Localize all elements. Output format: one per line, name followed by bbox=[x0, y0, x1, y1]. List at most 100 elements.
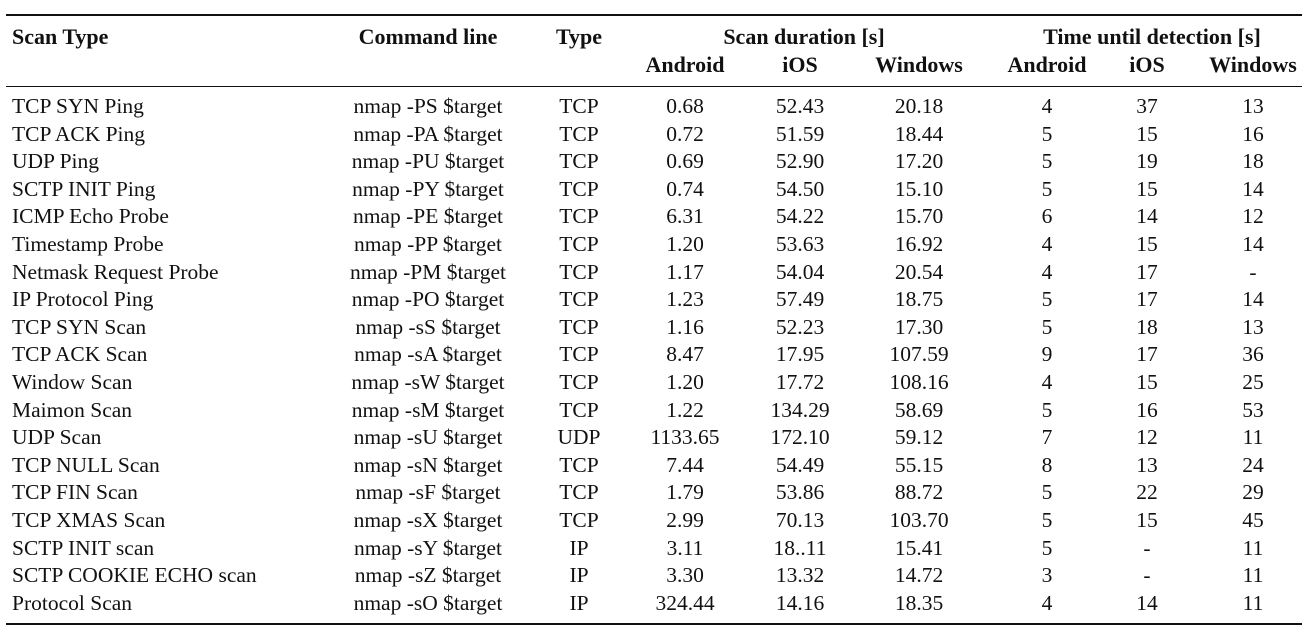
cell-type: TCP bbox=[559, 508, 599, 532]
cell-duration-android: 1.22 bbox=[666, 397, 704, 422]
cell-duration-windows: 108.16 bbox=[889, 370, 949, 394]
cell-detection-android: 5 bbox=[1041, 121, 1053, 146]
cell-duration-android: 1.79 bbox=[666, 480, 704, 505]
cell-duration-windows: 55.15 bbox=[894, 452, 944, 477]
cell-duration-windows: 20.18 bbox=[894, 94, 944, 118]
cell-type: TCP bbox=[559, 204, 599, 229]
cell-command-line: nmap -sU $target bbox=[353, 425, 503, 450]
cell-type: TCP bbox=[559, 314, 599, 339]
cell-duration-android: 2.99 bbox=[666, 508, 704, 532]
cell-type: TCP bbox=[559, 370, 599, 394]
cell-duration-windows: 18.75 bbox=[894, 287, 944, 312]
cell-detection-android: 4 bbox=[1041, 370, 1053, 394]
cell-detection-windows: 14 bbox=[1242, 232, 1264, 256]
cell-scan-type: IP Protocol Ping bbox=[12, 287, 154, 312]
cell-duration-android: 0.72 bbox=[666, 121, 704, 146]
cell-type: TCP bbox=[559, 452, 599, 477]
cell-duration-ios: 17.95 bbox=[775, 342, 825, 367]
cell-detection-android: 5 bbox=[1041, 176, 1053, 201]
cell-duration-windows: 15.10 bbox=[894, 176, 944, 201]
cell-command-line: nmap -sZ $target bbox=[354, 563, 502, 588]
cell-detection-android: 3 bbox=[1041, 563, 1053, 588]
cell-duration-ios: 57.49 bbox=[775, 287, 825, 312]
cell-command-line: nmap -sO $target bbox=[353, 590, 503, 615]
cell-detection-ios: 15 bbox=[1136, 370, 1158, 394]
cell-duration-ios: 54.22 bbox=[775, 204, 825, 229]
cell-duration-ios: 53.63 bbox=[775, 232, 825, 256]
cell-detection-ios: - bbox=[1143, 563, 1151, 588]
table-row: SCTP INIT scan nmap -sY $target IP 3.11 18..… bbox=[0, 535, 1308, 563]
cell-detection-windows: 36 bbox=[1242, 342, 1264, 367]
cell-detection-windows: - bbox=[1249, 259, 1257, 284]
cell-command-line: nmap -PE $target bbox=[352, 204, 504, 229]
cell-detection-windows: 14 bbox=[1242, 176, 1264, 201]
cell-duration-windows: 17.20 bbox=[894, 149, 944, 174]
cell-detection-android: 4 bbox=[1041, 94, 1053, 118]
table-row: TCP FIN Scan nmap -sF $target TCP 1.79 53.86… bbox=[0, 479, 1308, 507]
cell-type: TCP bbox=[559, 232, 599, 256]
cell-duration-android: 6.31 bbox=[666, 204, 704, 229]
cell-type: TCP bbox=[559, 342, 599, 367]
cell-type: IP bbox=[569, 590, 589, 615]
cell-command-line: nmap -PA $target bbox=[353, 121, 503, 146]
cell-duration-ios: 18..11 bbox=[773, 535, 827, 560]
table-row: Window Scan nmap -sW $target TCP 1.20 17.72 1… bbox=[0, 369, 1308, 397]
cell-detection-android: 5 bbox=[1041, 508, 1053, 532]
cell-scan-type: TCP SYN Ping bbox=[12, 94, 144, 118]
cell-command-line: nmap -sM $target bbox=[351, 397, 505, 422]
cell-duration-android: 324.44 bbox=[655, 590, 715, 615]
cell-command-line: nmap -PO $target bbox=[351, 287, 505, 312]
cell-duration-windows: 107.59 bbox=[889, 342, 949, 367]
table-row: SCTP INIT Ping nmap -PY $target TCP 0.74 54.… bbox=[0, 176, 1308, 204]
cell-detection-android: 5 bbox=[1041, 535, 1053, 560]
cell-detection-windows: 13 bbox=[1242, 94, 1264, 118]
header-command-line: Command line bbox=[358, 24, 498, 49]
cell-duration-android: 3.11 bbox=[666, 535, 704, 560]
cell-duration-android: 1.16 bbox=[666, 314, 704, 339]
cell-detection-ios: 17 bbox=[1136, 342, 1158, 367]
cell-detection-ios: 16 bbox=[1136, 397, 1158, 422]
cell-scan-type: SCTP INIT Ping bbox=[12, 176, 156, 201]
cell-detection-ios: 13 bbox=[1136, 452, 1158, 477]
subheader-detection-android: Android bbox=[1007, 52, 1087, 77]
cell-scan-type: Netmask Request Probe bbox=[12, 259, 219, 284]
cell-duration-ios: 70.13 bbox=[775, 508, 825, 532]
cell-detection-windows: 11 bbox=[1242, 535, 1264, 560]
cell-detection-ios: 17 bbox=[1136, 259, 1158, 284]
table-row: TCP XMAS Scan nmap -sX $target TCP 2.99 70.1… bbox=[0, 507, 1308, 535]
cell-duration-android: 7.44 bbox=[666, 452, 704, 477]
cell-duration-windows: 18.44 bbox=[894, 121, 944, 146]
cell-detection-windows: 24 bbox=[1242, 452, 1264, 477]
cell-duration-windows: 18.35 bbox=[894, 590, 944, 615]
cell-detection-windows: 11 bbox=[1242, 563, 1264, 588]
cell-detection-windows: 45 bbox=[1242, 508, 1264, 532]
cell-detection-ios: 15 bbox=[1136, 121, 1158, 146]
cell-detection-ios: 19 bbox=[1136, 149, 1158, 174]
cell-detection-ios: 15 bbox=[1136, 508, 1158, 532]
cell-duration-ios: 134.29 bbox=[770, 397, 830, 422]
cell-command-line: nmap -PY $target bbox=[352, 176, 504, 201]
cell-detection-android: 6 bbox=[1041, 204, 1053, 229]
cell-scan-type: TCP ACK Ping bbox=[12, 121, 146, 146]
cell-duration-ios: 54.04 bbox=[775, 259, 825, 284]
cell-type: IP bbox=[569, 535, 589, 560]
cell-scan-type: UDP Scan bbox=[12, 425, 102, 450]
cell-duration-android: 8.47 bbox=[666, 342, 704, 367]
table-row: ICMP Echo Probe nmap -PE $target TCP 6.31 54… bbox=[0, 203, 1308, 231]
cell-duration-windows: 103.70 bbox=[889, 508, 949, 532]
table-top-rule bbox=[6, 14, 1302, 16]
cell-duration-android: 1.17 bbox=[666, 259, 704, 284]
cell-scan-type: TCP XMAS Scan bbox=[12, 508, 166, 532]
cell-detection-windows: 12 bbox=[1242, 204, 1264, 229]
cell-duration-ios: 51.59 bbox=[775, 121, 825, 146]
cell-scan-type: SCTP COOKIE ECHO scan bbox=[12, 563, 257, 588]
cell-type: IP bbox=[569, 563, 589, 588]
header-scan-duration: Scan duration [s] bbox=[723, 24, 885, 49]
cell-detection-android: 5 bbox=[1041, 287, 1053, 312]
cell-command-line: nmap -sW $target bbox=[351, 370, 505, 394]
cell-duration-ios: 14.16 bbox=[775, 590, 825, 615]
cell-duration-windows: 16.92 bbox=[894, 232, 944, 256]
cell-command-line: nmap -sX $target bbox=[353, 508, 503, 532]
cell-detection-windows: 14 bbox=[1242, 287, 1264, 312]
cell-duration-ios: 52.43 bbox=[775, 94, 825, 118]
